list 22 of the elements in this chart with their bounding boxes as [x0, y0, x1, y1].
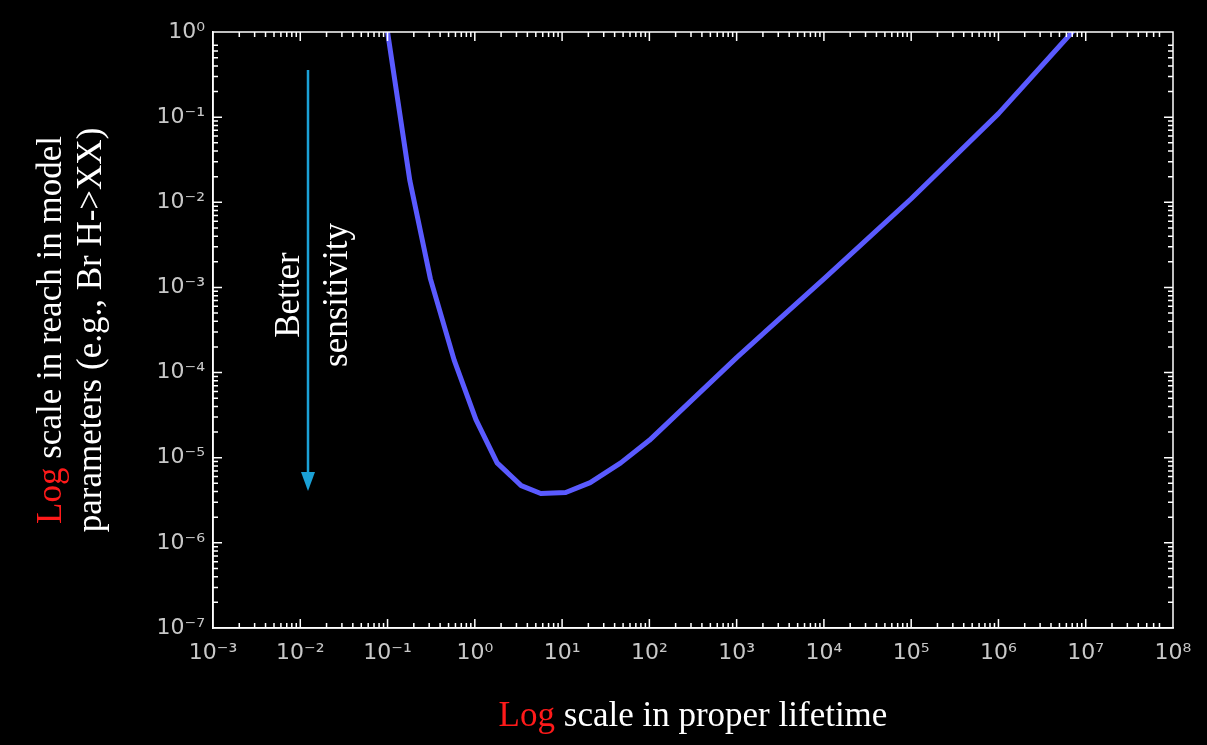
y-tick-label: 10⁻⁵: [156, 443, 205, 469]
x-tick-label: 10⁸: [1154, 638, 1192, 664]
annotation: Better sensitivity: [267, 222, 356, 369]
y-tick-label: 10⁻⁷: [156, 613, 205, 639]
x-tick-label: 10²: [630, 638, 668, 664]
y-tick-label: 10⁻⁴: [156, 358, 206, 384]
x-tick-label: 10⁶: [980, 638, 1018, 664]
x-tick-label: 10⁻¹: [363, 638, 412, 664]
y-tick-label: 10⁻¹: [156, 102, 205, 128]
x-tick-label: 10⁻²: [276, 638, 325, 664]
x-tick-label: 10¹: [543, 638, 581, 664]
y-tick-label: 10⁰: [168, 17, 206, 43]
x-tick-label: 10⁻³: [188, 638, 238, 664]
x-axis-title: Log scale in proper lifetime: [498, 695, 888, 734]
y-tick-label: 10⁻³: [156, 273, 205, 299]
y-tick-label: 10⁻⁶: [156, 528, 206, 554]
x-tick-label: 10³: [718, 638, 756, 664]
x-tick-label: 10⁰: [456, 638, 494, 664]
x-tick-label: 10⁴: [805, 638, 843, 664]
y-tick-label: 10⁻²: [156, 188, 205, 213]
x-tick-label: 10⁵: [892, 638, 930, 664]
x-tick-label: 10⁷: [1067, 638, 1105, 664]
